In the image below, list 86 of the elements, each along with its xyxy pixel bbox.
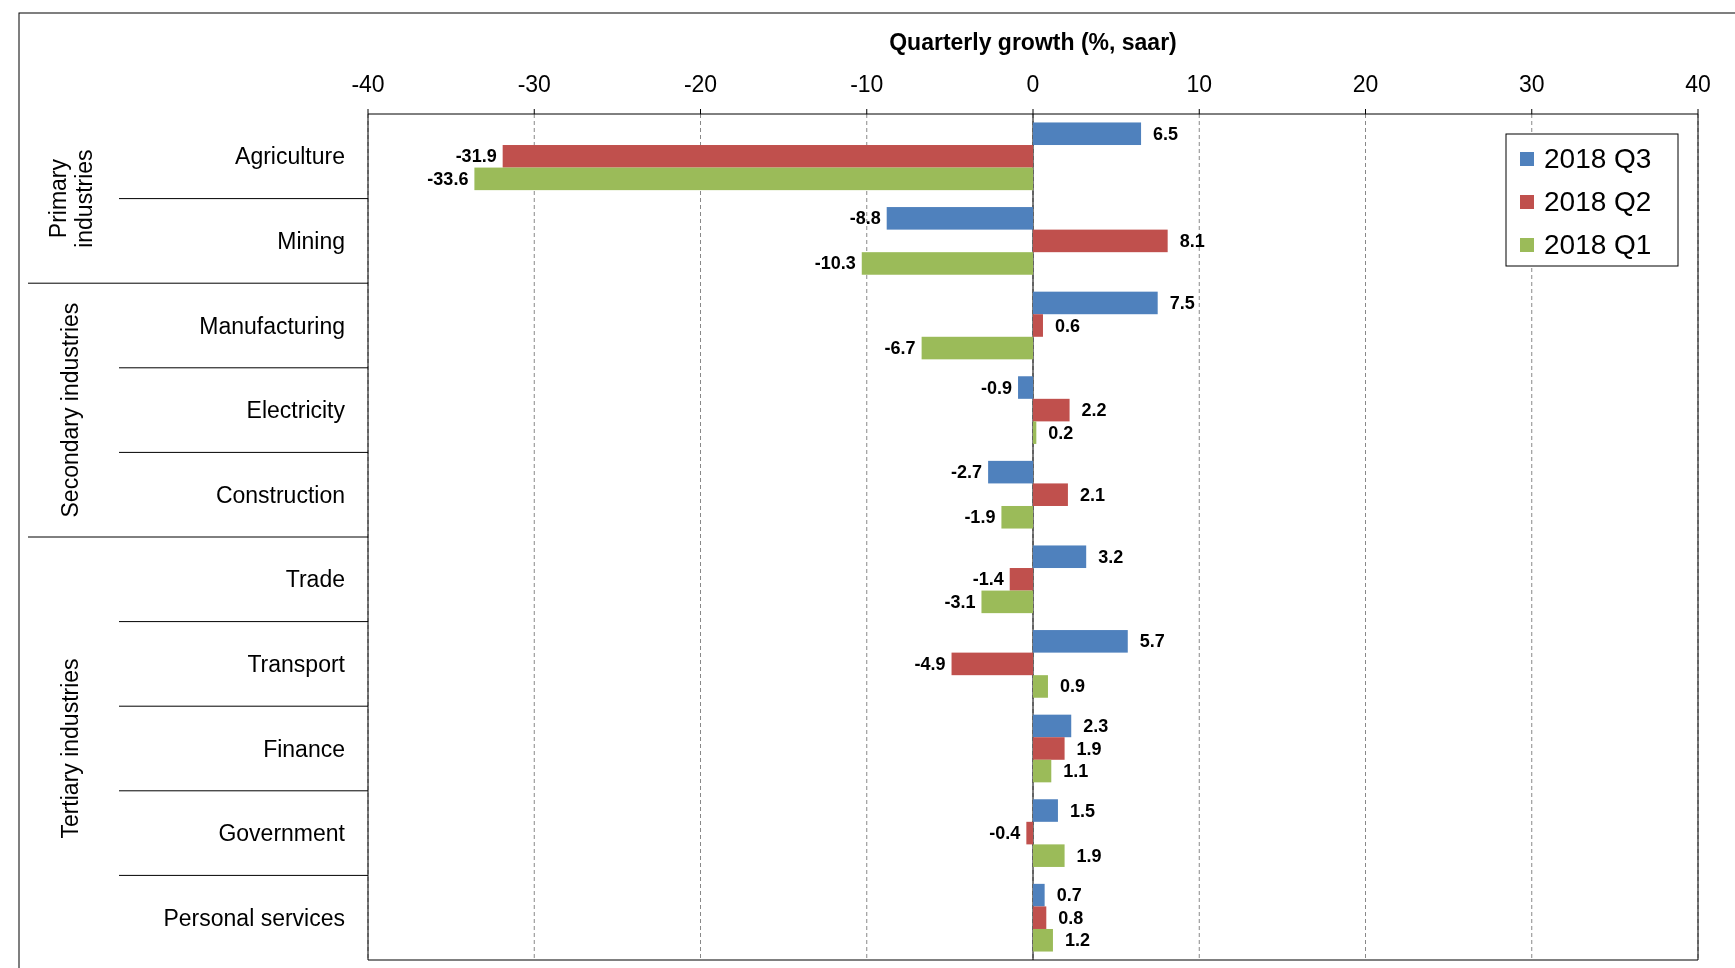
bar — [1033, 714, 1072, 738]
bar — [1033, 906, 1047, 929]
bar — [1033, 122, 1142, 146]
bar — [1033, 675, 1048, 698]
legend-label: 2018 Q3 — [1544, 143, 1652, 174]
y-tick-label: Mining — [277, 227, 345, 254]
data-label: -6.7 — [884, 338, 916, 359]
data-label: -4.9 — [914, 653, 946, 674]
data-label: 1.9 — [1076, 738, 1102, 759]
data-label: -1.4 — [972, 569, 1004, 590]
bar — [1033, 229, 1168, 253]
x-tick-label: 30 — [1518, 71, 1545, 97]
bar — [1033, 759, 1052, 783]
y-tick-label: Finance — [263, 735, 345, 762]
x-tick-label: 20 — [1352, 71, 1379, 97]
data-label: 0.9 — [1059, 676, 1085, 697]
data-label: 8.1 — [1179, 230, 1205, 251]
bar — [1026, 821, 1033, 845]
data-label: 0.2 — [1048, 422, 1074, 443]
data-label: 2.2 — [1081, 400, 1107, 421]
bar — [1033, 545, 1087, 569]
data-label: 0.8 — [1058, 907, 1084, 928]
x-tick-label: 0 — [1026, 71, 1040, 97]
bar — [981, 590, 1033, 614]
y-tick-label: Construction — [215, 481, 345, 508]
data-label: -33.6 — [427, 168, 469, 189]
data-label: 6.5 — [1153, 123, 1179, 144]
bar — [1009, 568, 1033, 591]
data-label: -1.9 — [964, 507, 996, 528]
data-label: 3.2 — [1098, 546, 1124, 567]
data-label: -31.9 — [455, 146, 497, 167]
x-axis-title: Quarterly growth (%, saar) — [889, 29, 1177, 55]
legend-label: 2018 Q2 — [1544, 186, 1652, 217]
bar — [1033, 737, 1065, 760]
x-tick-label: -30 — [517, 71, 551, 97]
data-label: -10.3 — [814, 253, 856, 274]
bar — [861, 252, 1033, 275]
data-label: 0.7 — [1056, 885, 1082, 906]
bar — [921, 336, 1033, 360]
text: Primary industries — [45, 149, 97, 248]
bar — [474, 167, 1033, 191]
data-label: 7.5 — [1169, 292, 1195, 313]
bar — [1033, 883, 1045, 907]
bar — [886, 207, 1033, 230]
x-tick-label: 10 — [1186, 71, 1213, 97]
bar — [1033, 630, 1128, 653]
x-tick-label: -20 — [683, 71, 718, 97]
data-label: 0.6 — [1054, 315, 1081, 336]
text: Secondary industries — [57, 302, 83, 518]
data-label: 2.1 — [1079, 484, 1105, 505]
data-label: 1.9 — [1076, 845, 1102, 866]
bar — [1033, 314, 1043, 337]
data-label: 1.2 — [1064, 930, 1090, 951]
y-tick-label: Electricity — [246, 397, 346, 424]
data-label: 1.1 — [1063, 761, 1089, 782]
bar — [1033, 398, 1070, 422]
bar — [1033, 291, 1158, 315]
x-tick-label: 40 — [1685, 71, 1711, 97]
data-label: -2.7 — [951, 462, 983, 483]
bar — [1033, 844, 1065, 867]
bar — [1001, 505, 1033, 529]
y-tick-label: Government — [218, 820, 346, 847]
data-label: 5.7 — [1139, 631, 1165, 652]
legend-label: 2018 Q1 — [1544, 229, 1652, 260]
y-tick-label: Manufacturing — [199, 312, 345, 339]
bar — [988, 460, 1033, 484]
bar — [1033, 928, 1053, 952]
bar — [951, 652, 1033, 676]
bar — [1033, 421, 1037, 444]
bar — [1033, 799, 1058, 822]
data-label: -0.9 — [981, 377, 1013, 398]
y-tick-label: Agriculture — [235, 143, 345, 170]
data-label: 2.3 — [1083, 715, 1109, 736]
data-label: 1.5 — [1069, 800, 1095, 821]
y-tick-label: Transport — [247, 650, 346, 677]
bar — [1033, 483, 1068, 506]
data-label: -3.1 — [944, 591, 976, 612]
x-tick-label: -10 — [850, 71, 884, 97]
data-label: -8.8 — [849, 208, 881, 229]
data-label: -0.4 — [989, 823, 1021, 844]
bar — [502, 145, 1033, 168]
bar — [1018, 376, 1033, 399]
text: Tertiary industries — [57, 658, 83, 839]
y-tick-label: Personal services — [163, 904, 345, 931]
y-tick-label: Trade — [285, 566, 345, 593]
x-tick-label: -40 — [351, 71, 385, 97]
